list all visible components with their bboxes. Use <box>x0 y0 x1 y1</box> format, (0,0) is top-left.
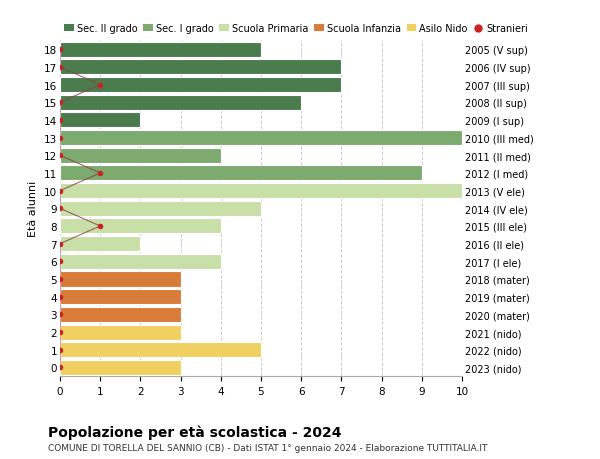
Legend: Sec. II grado, Sec. I grado, Scuola Primaria, Scuola Infanzia, Asilo Nido, Stran: Sec. II grado, Sec. I grado, Scuola Prim… <box>60 20 532 38</box>
Y-axis label: Età alunni: Età alunni <box>28 181 38 237</box>
Bar <box>60 131 462 146</box>
Bar <box>60 237 140 252</box>
Bar <box>60 360 181 375</box>
Bar <box>60 307 181 322</box>
Bar <box>60 95 301 111</box>
Bar <box>60 272 181 287</box>
Bar <box>60 342 261 358</box>
Bar <box>60 202 261 216</box>
Bar <box>60 60 341 75</box>
Bar <box>60 184 462 199</box>
Text: COMUNE DI TORELLA DEL SANNIO (CB) - Dati ISTAT 1° gennaio 2024 - Elaborazione TU: COMUNE DI TORELLA DEL SANNIO (CB) - Dati… <box>48 443 487 452</box>
Bar <box>60 219 221 234</box>
Bar <box>60 166 422 181</box>
Bar <box>60 113 140 128</box>
Bar <box>60 325 181 340</box>
Bar <box>60 254 221 269</box>
Bar <box>60 148 221 163</box>
Bar <box>60 290 181 304</box>
Bar <box>60 78 341 93</box>
Bar <box>60 43 261 58</box>
Text: Popolazione per età scolastica - 2024: Popolazione per età scolastica - 2024 <box>48 425 341 439</box>
